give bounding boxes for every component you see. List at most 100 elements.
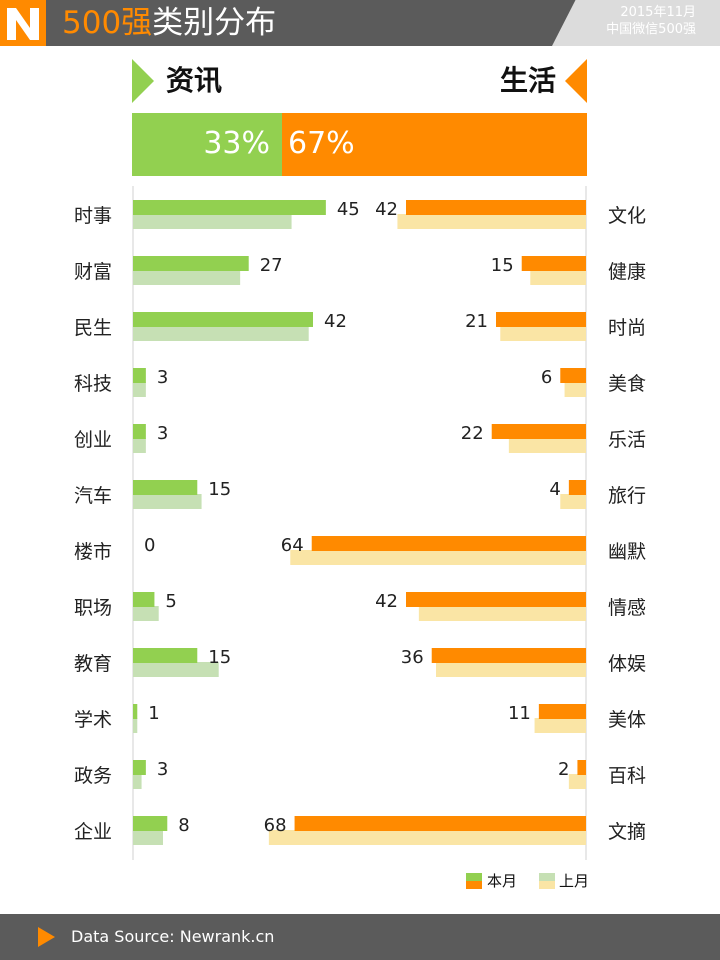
right-bar-previous — [290, 550, 586, 565]
title-accent: 500强 — [62, 5, 153, 41]
left-bar-current — [133, 760, 146, 775]
left-category-label: 学术 — [74, 709, 112, 731]
right-bar-current — [406, 200, 586, 215]
left-section-arrow-icon — [132, 59, 154, 103]
right-bar-previous — [268, 830, 586, 845]
left-bar-previous — [133, 662, 219, 677]
right-value-label: 68 — [264, 815, 287, 836]
right-bar-previous — [560, 494, 586, 509]
left-value-label: 5 — [165, 591, 176, 612]
right-value-label: 15 — [491, 255, 514, 276]
right-value-label: 4 — [549, 479, 560, 500]
left-category-label: 民生 — [74, 317, 112, 339]
right-bar-previous — [436, 662, 586, 677]
right-value-label: 42 — [375, 199, 398, 220]
left-value-label: 3 — [157, 367, 168, 388]
legend-previous-swatch — [539, 873, 555, 889]
right-category-label: 健康 — [608, 261, 646, 283]
left-value-label: 0 — [144, 535, 155, 556]
left-category-label: 企业 — [74, 821, 112, 843]
left-value-label: 3 — [157, 423, 168, 444]
left-category-label: 汽车 — [74, 485, 112, 507]
left-bar-current — [133, 200, 326, 215]
left-category-label: 楼市 — [74, 541, 112, 563]
right-bar-current — [560, 368, 586, 383]
badge-date: 2015年11月 — [620, 5, 696, 20]
right-category-label: 体娱 — [608, 653, 646, 675]
right-bar-current — [577, 760, 586, 775]
right-section-arrow-icon — [565, 59, 587, 103]
legend-current-label: 本月 — [487, 872, 518, 890]
badge-subtitle: 中国微信500强 — [606, 22, 696, 37]
left-bar-previous — [133, 326, 309, 341]
right-bar-previous — [534, 718, 586, 733]
right-value-label: 21 — [465, 311, 488, 332]
left-value-label: 1 — [148, 703, 159, 724]
right-category-label: 乐活 — [608, 429, 646, 451]
left-bar-previous — [133, 270, 241, 285]
share-bar: 33% 67% — [132, 113, 587, 176]
right-bar-previous — [418, 606, 586, 621]
right-value-label: 64 — [281, 535, 304, 556]
right-category-label: 幽默 — [608, 541, 646, 563]
page-title: 500强类别分布 — [62, 2, 276, 44]
left-value-label: 27 — [260, 255, 283, 276]
right-value-label: 11 — [508, 703, 531, 724]
left-value-label: 42 — [324, 311, 347, 332]
left-bar-current — [133, 312, 313, 327]
left-value-label: 3 — [157, 759, 168, 780]
play-arrow-icon — [38, 927, 55, 947]
right-bar-current — [491, 424, 586, 439]
left-bar-current — [133, 816, 168, 831]
share-bar-left: 33% — [132, 113, 282, 176]
left-category-label: 政务 — [74, 765, 112, 787]
left-bar-current — [133, 368, 146, 383]
right-value-label: 6 — [541, 367, 552, 388]
left-bar-previous — [133, 382, 146, 397]
title-rest: 类别分布 — [152, 5, 277, 41]
right-bar-current — [311, 536, 586, 551]
right-value-label: 36 — [401, 647, 424, 668]
right-value-label: 42 — [375, 591, 398, 612]
left-bar-current — [133, 592, 155, 607]
right-category-label: 旅行 — [608, 485, 646, 507]
left-bar-current — [133, 648, 198, 663]
left-bar-current — [133, 480, 198, 495]
left-category-label: 职场 — [74, 597, 112, 619]
right-category-label: 美食 — [608, 373, 646, 395]
right-value-label: 22 — [461, 423, 484, 444]
right-value-label: 2 — [558, 759, 569, 780]
left-value-label: 15 — [208, 647, 231, 668]
right-category-label: 文摘 — [608, 821, 646, 843]
right-category-label: 情感 — [608, 597, 646, 619]
left-bar-previous — [133, 774, 142, 789]
left-bar-previous — [133, 214, 292, 229]
left-bar-previous — [133, 718, 138, 733]
left-bar-previous — [133, 830, 163, 845]
header-bar: 500强类别分布 2015年11月 中国微信500强 — [0, 0, 720, 46]
date-badge: 2015年11月 中国微信500强 — [552, 0, 720, 46]
left-category-label: 教育 — [74, 653, 112, 675]
legend-previous-label: 上月 — [559, 872, 590, 890]
left-bar-current — [133, 704, 138, 719]
right-bar-current — [496, 312, 586, 327]
left-value-label: 15 — [208, 479, 231, 500]
left-category-label: 创业 — [74, 429, 112, 451]
left-bar-previous — [133, 438, 146, 453]
left-section-heading: 资讯 — [166, 64, 223, 97]
left-value-label: 45 — [337, 199, 360, 220]
right-category-label: 文化 — [608, 205, 646, 227]
right-bar-previous — [564, 382, 586, 397]
right-category-label: 百科 — [608, 765, 646, 787]
right-bar-current — [538, 704, 586, 719]
share-right-label: 67% — [288, 126, 355, 161]
share-bar-right: 67% — [282, 113, 587, 176]
left-bar-current — [133, 424, 146, 439]
share-left-label: 33% — [203, 126, 270, 161]
data-source: Data Source: Newrank.cn — [71, 927, 275, 946]
left-category-label: 科技 — [74, 373, 112, 395]
left-value-label: 8 — [178, 815, 189, 836]
left-category-label: 财富 — [74, 261, 112, 283]
right-bar-previous — [508, 438, 586, 453]
